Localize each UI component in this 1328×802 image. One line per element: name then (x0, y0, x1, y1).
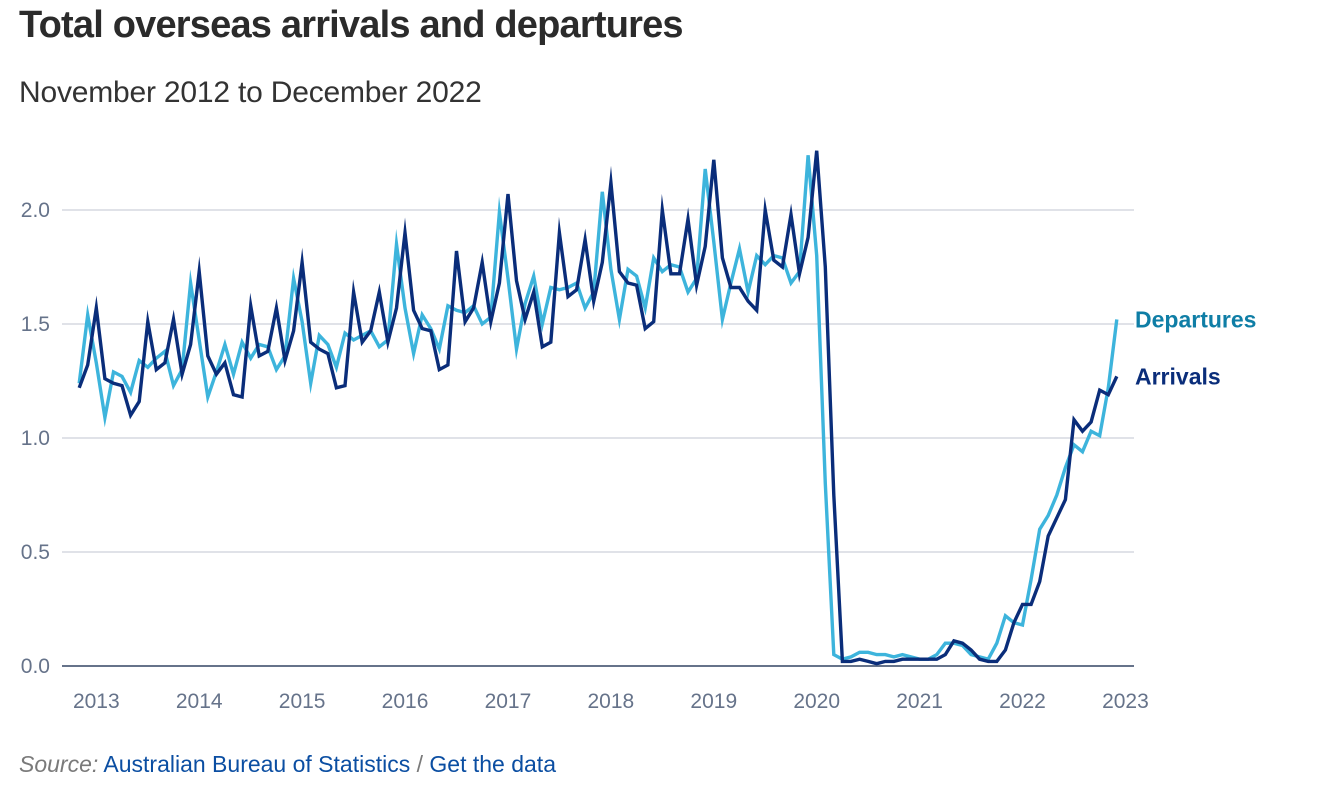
legend-label-arrivals: Arrivals (1135, 363, 1221, 389)
x-tick-label: 2016 (382, 690, 429, 713)
get-the-data-link[interactable]: Get the data (429, 751, 556, 777)
x-tick-label: 2017 (485, 690, 532, 713)
y-tick-label: 2.0 (21, 199, 50, 222)
series-line-arrivals (77, 150, 1119, 666)
y-tick-label: 1.5 (21, 313, 50, 336)
x-tick-label: 2014 (176, 690, 223, 713)
y-axis-ticks: 0.0 0.5 1.0 1.5 2.0 (21, 199, 50, 678)
legend-label-departures: Departures (1135, 306, 1256, 332)
x-tick-label: 2021 (896, 690, 943, 713)
source-line: Source: Australian Bureau of Statistics … (19, 751, 556, 778)
gridlines (62, 209, 1134, 667)
x-tick-label: 2018 (588, 690, 635, 713)
series-lines (77, 150, 1119, 666)
source-label: Source: (19, 751, 99, 777)
x-tick-label: 2013 (73, 690, 120, 713)
source-separator: / (416, 751, 423, 777)
y-tick-label: 0.0 (21, 655, 50, 678)
source-link[interactable]: Australian Bureau of Statistics (103, 751, 411, 777)
x-tick-label: 2023 (1102, 690, 1149, 713)
chart-title: Total overseas arrivals and departures (19, 4, 684, 46)
x-tick-label: 2022 (999, 690, 1046, 713)
chart-subtitle: November 2012 to December 2022 (19, 76, 482, 109)
x-tick-label: 2015 (279, 690, 326, 713)
legend: Departures Arrivals (1135, 306, 1256, 389)
y-tick-label: 1.0 (21, 427, 50, 450)
x-tick-label: 2020 (793, 690, 840, 713)
x-axis-ticks: 2013 2014 2015 2016 2017 2018 2019 2020 2021 2022… (73, 690, 1149, 713)
series-line-departures (77, 155, 1119, 662)
y-tick-label: 0.5 (21, 541, 50, 564)
x-tick-label: 2019 (690, 690, 737, 713)
